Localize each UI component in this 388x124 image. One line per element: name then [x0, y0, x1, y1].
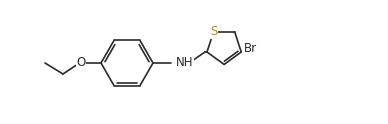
- Text: NH: NH: [176, 57, 194, 69]
- Text: S: S: [210, 25, 217, 38]
- Text: Br: Br: [244, 42, 257, 55]
- Text: O: O: [76, 57, 86, 69]
